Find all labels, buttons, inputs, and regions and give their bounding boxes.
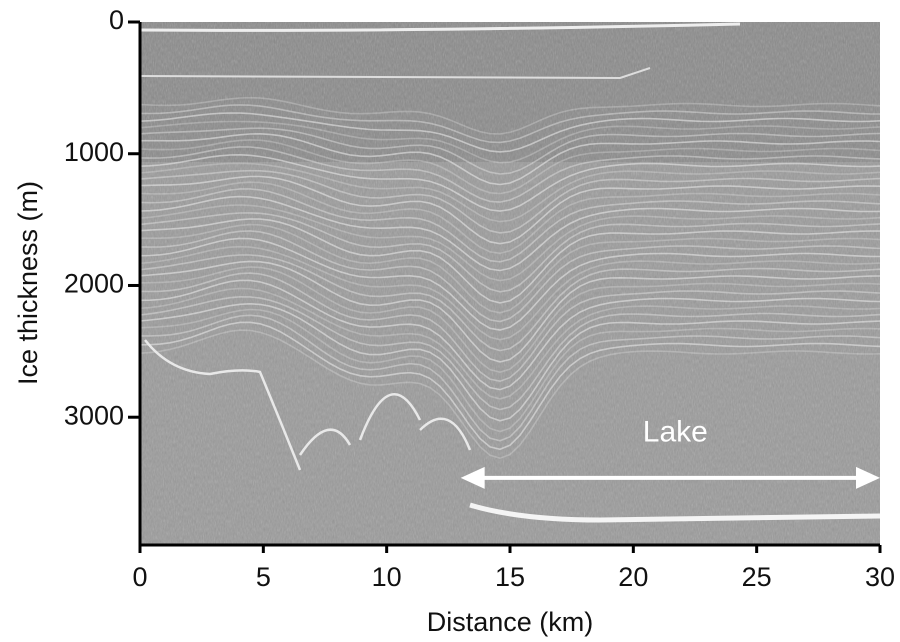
x-tick-label: 30 (865, 562, 895, 592)
y-tick-label: 2000 (64, 269, 124, 299)
x-tick-label: 0 (132, 562, 147, 592)
x-tick-label: 25 (742, 562, 772, 592)
x-tick-label: 5 (256, 562, 271, 592)
arrow-head (460, 466, 485, 489)
x-axis-title: Distance (km) (427, 607, 594, 637)
annotation-label: Lake (643, 416, 708, 449)
arrow-head (856, 466, 880, 489)
radargram-image (140, 22, 880, 545)
x-tick-label: 10 (372, 562, 402, 592)
x-tick-label: 20 (618, 562, 648, 592)
y-tick-label: 1000 (64, 137, 124, 167)
y-axis-title: Ice thickness (m) (13, 181, 43, 385)
y-tick-label: 3000 (64, 400, 124, 430)
y-tick-label: 0 (109, 5, 124, 35)
x-tick-label: 15 (495, 562, 525, 592)
